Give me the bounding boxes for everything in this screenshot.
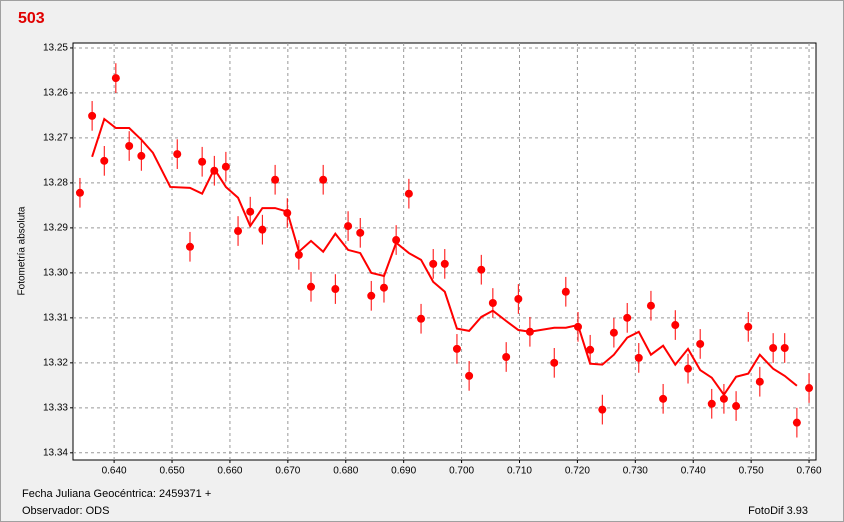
data-point [246, 207, 255, 216]
x-tick-label: 0.700 [449, 466, 474, 477]
data-point [684, 364, 693, 373]
x-tick-label: 0.680 [333, 466, 358, 477]
data-point [379, 283, 388, 292]
data-point [210, 166, 219, 175]
y-tick-label: 13.33 [43, 402, 68, 413]
data-point [573, 322, 582, 331]
y-tick-label: 13.25 [43, 43, 68, 54]
data-point [550, 358, 559, 367]
x-tick-label: 0.710 [507, 466, 532, 477]
data-point [477, 265, 486, 274]
data-point [198, 157, 207, 166]
data-point [502, 352, 511, 361]
x-tick-label: 0.740 [681, 466, 706, 477]
x-tick-label: 0.720 [565, 466, 590, 477]
data-point [623, 313, 632, 322]
y-tick-label: 13.28 [43, 178, 68, 189]
x-tick-label: 0.670 [275, 466, 300, 477]
observer: Observador: ODS [22, 505, 109, 517]
data-point [755, 377, 764, 386]
chart-title: 503 [18, 10, 45, 27]
x-tick-label: 0.690 [391, 466, 416, 477]
data-point [221, 162, 230, 171]
y-tick-label: 13.29 [43, 223, 68, 234]
y-tick-label: 13.34 [43, 447, 68, 458]
data-point [271, 175, 280, 184]
data-point [417, 314, 426, 323]
data-point [137, 151, 146, 160]
data-point [88, 111, 97, 120]
data-point [465, 371, 474, 380]
data-point [294, 250, 303, 259]
data-point [609, 328, 618, 337]
y-tick-label: 13.30 [43, 268, 68, 279]
x-tick-label: 0.730 [623, 466, 648, 477]
y-tick-label: 13.32 [43, 357, 68, 368]
data-point [356, 228, 365, 237]
y-tick-label: 13.27 [43, 133, 68, 144]
data-point [707, 399, 716, 408]
data-point [392, 236, 401, 245]
data-point [452, 344, 461, 353]
x-tick-label: 0.660 [217, 466, 242, 477]
data-point [125, 142, 134, 151]
data-point [100, 156, 109, 165]
y-tick-label: 13.26 [43, 88, 68, 99]
data-point [514, 294, 523, 303]
data-point [283, 209, 292, 218]
x-tick-label: 0.650 [160, 466, 185, 477]
data-point [331, 285, 340, 294]
data-point [805, 384, 814, 393]
data-point [319, 175, 328, 184]
data-point [440, 259, 449, 268]
data-point [173, 150, 182, 159]
data-point [719, 394, 728, 403]
data-point [586, 345, 595, 354]
data-point [234, 227, 243, 236]
data-point [525, 327, 534, 336]
data-point [344, 222, 353, 231]
data-point [744, 322, 753, 331]
data-point [634, 353, 643, 362]
x-tick-label: 0.640 [102, 466, 127, 477]
data-point [111, 74, 120, 83]
x-tick-label: 0.760 [797, 466, 822, 477]
x-axis-label: Fecha Juliana Geocéntrica: 2459371 + [22, 488, 211, 500]
data-point [732, 402, 741, 411]
data-point [258, 225, 267, 234]
data-point [307, 282, 316, 291]
data-point [367, 291, 376, 300]
data-point [671, 321, 680, 330]
data-point [404, 189, 413, 198]
data-point [792, 418, 801, 427]
y-tick-label: 13.31 [43, 312, 68, 323]
data-point [769, 343, 778, 352]
data-point [646, 301, 655, 310]
x-tick-label: 0.750 [739, 466, 764, 477]
y-axis-label: Fotometría absoluta [17, 206, 28, 295]
data-point [696, 339, 705, 348]
data-point [598, 405, 607, 414]
data-point [780, 343, 789, 352]
data-point [75, 188, 84, 197]
data-point [561, 287, 570, 296]
data-point [185, 242, 194, 251]
trend-line [91, 117, 798, 397]
software: FotoDif 3.93 [748, 505, 808, 517]
data-point [659, 394, 668, 403]
data-point [488, 299, 497, 308]
data-point [429, 259, 438, 268]
